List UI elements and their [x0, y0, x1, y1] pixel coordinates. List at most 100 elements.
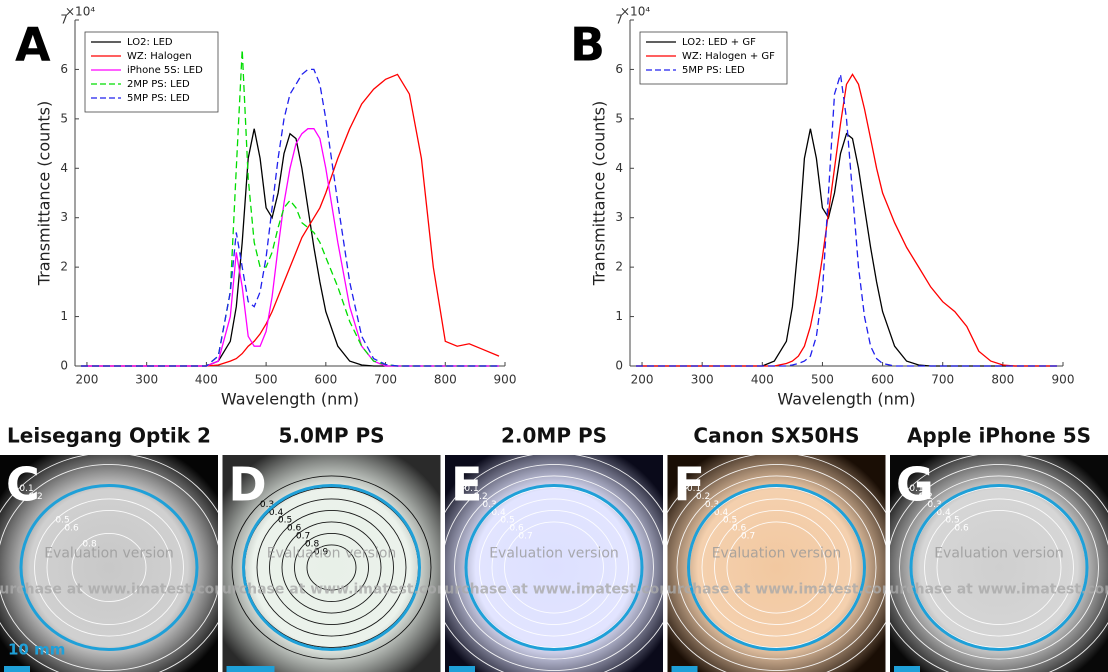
watermark: Evaluation version	[44, 546, 174, 562]
contour-label: 0.2	[28, 492, 42, 502]
contour-label: 0.3	[927, 500, 941, 510]
contour-label: 0.1	[687, 484, 701, 494]
contour-label: 0.2	[473, 492, 487, 502]
contour-label: 0.4	[491, 508, 506, 518]
x-tick-label: 800	[991, 373, 1014, 387]
contour	[34, 498, 184, 637]
contour	[0, 464, 218, 671]
contour	[46, 510, 172, 625]
contour	[445, 464, 663, 671]
y-exponent: ×10⁴	[620, 5, 650, 19]
contour-label: 0.9	[314, 547, 329, 557]
contour-label: 0.8	[305, 540, 320, 550]
contour-label: 0.3	[705, 500, 719, 510]
y-tick-label: 4	[60, 161, 68, 175]
panel-label: B	[570, 18, 605, 72]
panel-letter: E	[451, 458, 482, 512]
edge-contour	[687, 484, 866, 651]
x-tick-label: 600	[314, 373, 337, 387]
contour-label: 0.6	[509, 524, 524, 534]
y-tick-label: 3	[60, 210, 68, 224]
edge-contour	[464, 484, 644, 651]
contour	[306, 544, 357, 591]
contour-label: 0.2	[696, 492, 710, 502]
contour	[256, 498, 407, 637]
y-tick-label: 6	[615, 62, 623, 76]
x-tick-label: 500	[255, 373, 278, 387]
legend-label: WZ: Halogen	[127, 51, 192, 62]
contour	[281, 521, 382, 614]
contour	[924, 498, 1074, 637]
watermark: Evaluation version	[934, 546, 1064, 562]
x-tick-label: 900	[1052, 373, 1075, 387]
contour	[479, 498, 629, 637]
x-tick-label: 200	[631, 373, 654, 387]
watermark: Purchase at www.imatest.com	[434, 582, 674, 598]
panel-label: A	[15, 18, 51, 72]
contour-label: 0.5	[500, 516, 514, 526]
scale-bar	[671, 666, 698, 672]
contour	[899, 475, 1099, 660]
contour-label: 0.3	[260, 500, 274, 510]
line	[636, 128, 1057, 367]
scale-bar	[894, 666, 920, 672]
y-tick-label: 2	[60, 260, 68, 274]
y-tick-label: 6	[60, 62, 68, 76]
legend-box	[84, 31, 219, 113]
contour	[936, 510, 1062, 625]
contour-label: 0.5	[723, 516, 737, 526]
contour-label: 0.1	[19, 484, 33, 494]
y-tick-label: 2	[615, 260, 623, 274]
x-tick-label: 500	[811, 373, 834, 387]
x-tick-label: 300	[135, 373, 158, 387]
contour-label: 0.7	[518, 532, 532, 542]
contour-label: 0.4	[936, 508, 951, 518]
watermark: Evaluation version	[267, 546, 397, 562]
contour	[231, 475, 432, 660]
contour	[71, 533, 147, 602]
watermark: Purchase at www.imatest.com	[0, 582, 229, 598]
panel-letter: F	[674, 458, 705, 512]
image-panel: 0.10.20.30.40.50.60.7 Evaluation version P…	[667, 455, 886, 672]
line	[81, 68, 499, 367]
legend-label: 2MP PS: LED	[127, 79, 190, 90]
edge-contour	[19, 484, 199, 651]
contour-label: 0.7	[296, 532, 310, 542]
y-tick-label: 7	[60, 13, 68, 27]
watermark: Evaluation version	[712, 546, 842, 562]
x-tick-label: 600	[871, 373, 894, 387]
contour	[676, 475, 877, 660]
scale-bar	[449, 666, 475, 672]
panel-title: Leisegang Optik 2	[7, 424, 211, 448]
line	[81, 73, 500, 367]
legend-box	[639, 31, 788, 85]
legend-label: 5MP PS: LED	[682, 65, 745, 76]
legend-label: LO2: LED + GF	[682, 37, 756, 48]
contour	[504, 521, 604, 614]
line	[636, 74, 1057, 367]
panel-letter: G	[896, 458, 934, 512]
contour	[269, 510, 394, 625]
line	[81, 128, 499, 367]
contour	[294, 533, 369, 602]
x-tick-label: 900	[494, 373, 517, 387]
image-panel: 0.10.20.30.40.50.6 Evaluation version Purc…	[890, 455, 1108, 672]
x-tick-label: 700	[374, 373, 397, 387]
y-tick-label: 5	[615, 111, 623, 125]
x-axis-label: Wavelength (nm)	[777, 390, 915, 409]
x-axis-label: Wavelength (nm)	[221, 390, 359, 409]
panel-title: 5.0MP PS	[278, 424, 384, 448]
y-axis-label: Transmittance (counts)	[35, 101, 54, 287]
x-tick-label: 800	[434, 373, 457, 387]
x-tick-label: 300	[691, 373, 714, 387]
panel-title: 2.0MP PS	[501, 424, 607, 448]
contour-label: 0.6	[287, 524, 302, 534]
contour	[890, 464, 1108, 671]
contour	[491, 510, 617, 625]
x-tick-label: 200	[75, 373, 98, 387]
legend-label: LO2: LED	[127, 37, 173, 48]
contour-label: 0.3	[482, 500, 496, 510]
